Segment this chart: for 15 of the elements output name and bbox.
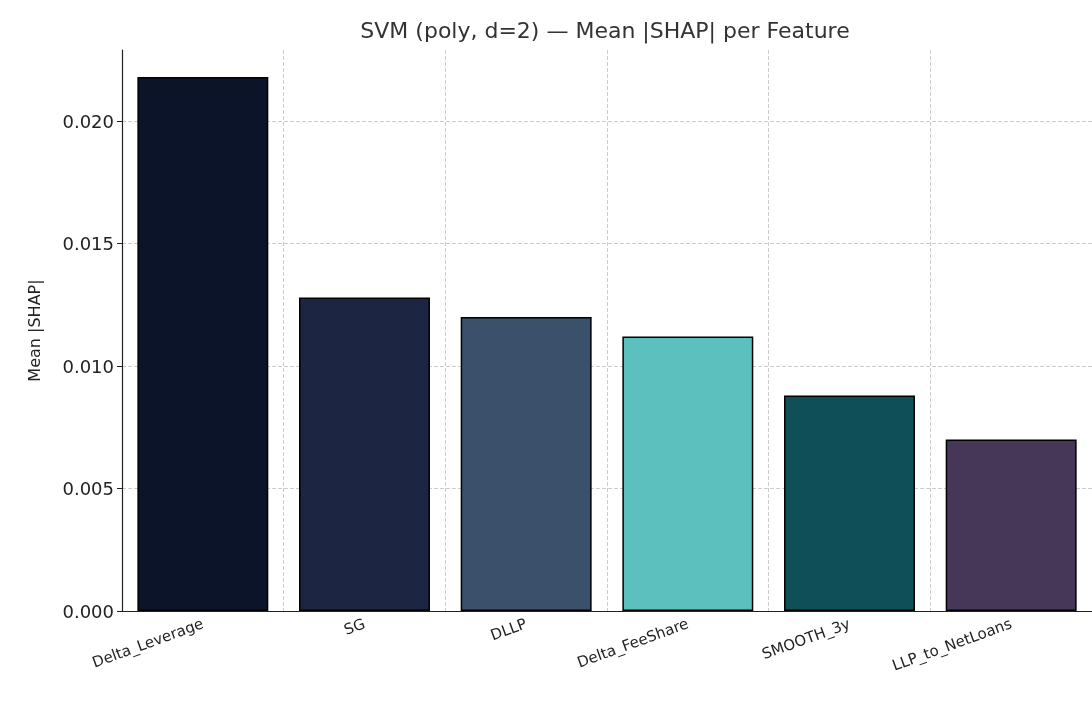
bar: [622, 336, 754, 611]
y-tick-label: 0.000: [62, 600, 114, 622]
bar: [460, 317, 592, 611]
y-tick-label: 0.020: [62, 110, 114, 132]
y-tick-label: 0.010: [62, 355, 114, 377]
x-tick-label: DLLP: [488, 614, 530, 645]
bar: [784, 395, 915, 611]
x-tick-label: SG: [341, 614, 368, 639]
bar: [299, 297, 430, 611]
y-axis-title: Mean |SHAP|: [24, 279, 44, 382]
bar: [137, 76, 269, 611]
bar: [945, 439, 1077, 611]
chart-title: SVM (poly, d=2) — Mean |SHAP| per Feature: [360, 17, 850, 44]
y-tick-label: 0.015: [62, 233, 114, 255]
y-tick-label: 0.005: [62, 478, 114, 500]
